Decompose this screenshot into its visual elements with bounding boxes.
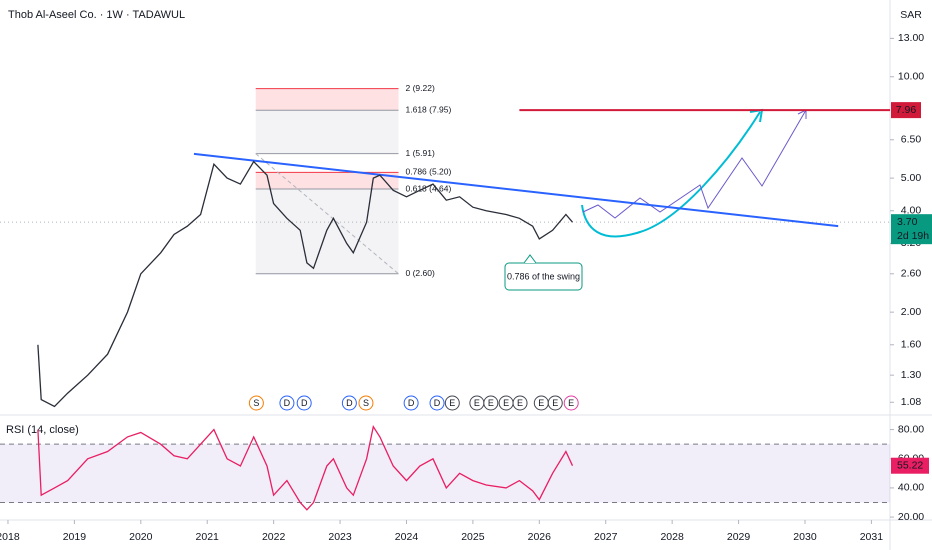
event-icon (512, 395, 528, 411)
event-label: D (301, 398, 308, 408)
rsi-last-label: 55.22 (897, 460, 923, 472)
event-label: D (434, 398, 441, 408)
event-icon (547, 395, 563, 411)
rsi-title: RSI (14, close) (6, 424, 79, 436)
event-label: D (346, 398, 353, 408)
event-icon (483, 395, 499, 411)
event-icon (341, 395, 357, 411)
y-tick-label: 4.00 (901, 205, 922, 217)
x-tick-label: 2030 (793, 531, 817, 543)
x-tick-label: 2019 (63, 531, 87, 543)
x-tick-label: 2021 (196, 531, 220, 543)
target-price-box (891, 102, 921, 119)
y-tick-label: 1.08 (901, 396, 922, 408)
event-label: S (363, 398, 369, 408)
event-label: E (474, 398, 480, 408)
event-label: E (503, 398, 509, 408)
x-tick-label: 2026 (528, 531, 552, 543)
fib-label: 0.786 (5.20) (406, 167, 452, 177)
x-tick-label: 2028 (660, 531, 684, 543)
fib-zone (255, 172, 399, 190)
series-line (37, 160, 573, 408)
x-tick-label: 2027 (594, 531, 618, 543)
last-price-box (891, 214, 932, 245)
trendline (193, 152, 839, 228)
x-tick-label: 2020 (129, 531, 153, 543)
y-tick-label: 1.30 (901, 369, 922, 381)
event-icon (444, 395, 460, 411)
event-icon (296, 395, 312, 411)
event-label: E (449, 398, 455, 408)
y-tick-label: 40.00 (898, 482, 924, 494)
y-tick-label: 10.00 (898, 71, 924, 83)
x-tick-label: 2029 (727, 531, 751, 543)
event-icon (358, 395, 374, 411)
event-icon (563, 395, 579, 411)
event-label: E (568, 398, 574, 408)
y-tick-label: 20.00 (898, 511, 924, 523)
drawings: 2 (9.22) 1.618 (7.95) 1 (5.91) 0.786 (5.20)… (0, 83, 890, 278)
countdown: 2d 19h (897, 230, 929, 242)
event-label: E (552, 398, 558, 408)
fib-label: 0 (2.60) (406, 268, 435, 278)
event-icon (429, 395, 445, 411)
x-tick-label: 2022 (262, 531, 286, 543)
annotation-box (504, 262, 583, 291)
x-tick-label: 2018 (0, 531, 20, 543)
event-label: S (253, 398, 259, 408)
x-tick-label: 2024 (395, 531, 419, 543)
y-tick-label: 6.50 (901, 134, 922, 146)
fib-zone (255, 88, 399, 111)
chart-title: Thob Al-Aseel Co. · 1W · TADAWUL (8, 9, 185, 21)
event-label: E (538, 398, 544, 408)
fib-zone (255, 189, 399, 274)
fib-label: 0.618 (4.64) (406, 183, 452, 193)
fib-label: 1 (5.91) (406, 148, 435, 158)
x-tick-label: 2025 (461, 531, 485, 543)
series-line (37, 425, 574, 511)
y-tick-label: 1.60 (901, 339, 922, 351)
rsi-last-box (891, 457, 929, 474)
event-label: E (488, 398, 494, 408)
fib-zone (255, 110, 399, 154)
event-icon (248, 395, 264, 411)
event-label: D (284, 398, 291, 408)
fib-label: 2 (9.22) (406, 83, 435, 93)
y-tick-label: 13.00 (898, 32, 924, 44)
projection-zigzag (582, 109, 807, 219)
annotation-pointer (523, 254, 537, 264)
x-tick-label: 2023 (328, 531, 352, 543)
projection-curve (581, 111, 761, 238)
fib-label: 1.618 (7.95) (406, 105, 452, 115)
y-tick-label: 2.00 (901, 306, 922, 318)
event-icon (403, 395, 419, 411)
rsi-band (0, 444, 890, 503)
last-price-label: 3.70 (897, 216, 918, 228)
event-icon (279, 395, 295, 411)
currency: SAR (900, 9, 922, 21)
x-tick-label: 2031 (860, 531, 884, 543)
fib-zone (255, 153, 399, 173)
y-tick-label: 2.60 (901, 268, 922, 280)
event-label: D (408, 398, 415, 408)
event-label: E (517, 398, 523, 408)
y-tick-label: 80.00 (898, 423, 924, 435)
y-tick-label: 5.00 (901, 172, 922, 184)
annotation: 0.786 of the swing (507, 271, 580, 281)
fib-diagonal (255, 153, 399, 275)
target-price-label: 7.96 (896, 104, 917, 116)
